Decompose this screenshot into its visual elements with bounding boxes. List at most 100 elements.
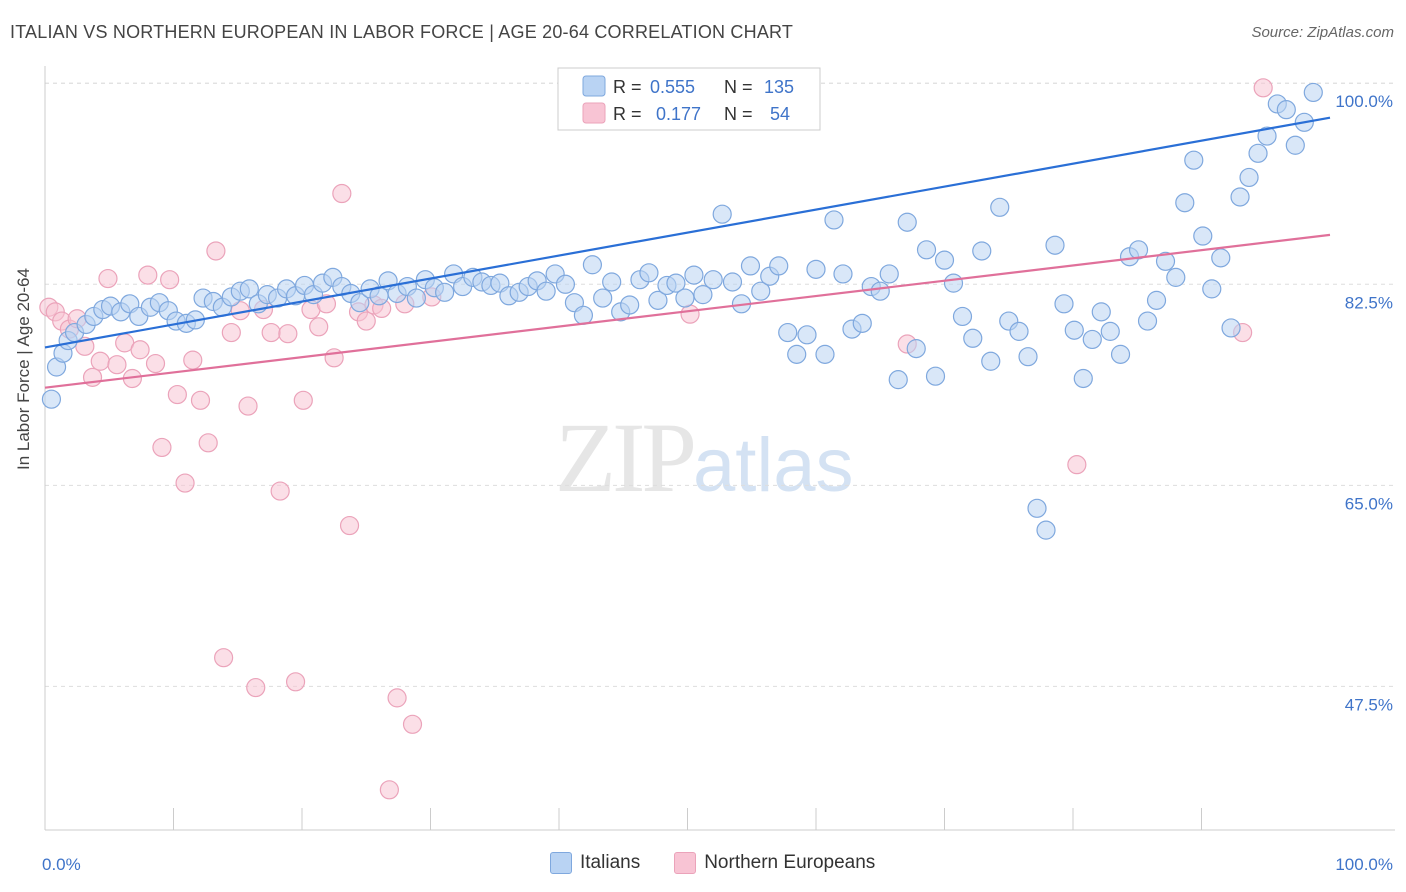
y-tick-label: 47.5% [1345, 695, 1393, 714]
grid-lines [45, 82, 1395, 687]
legend-r-label-2: R = [613, 104, 642, 124]
italians-point [639, 263, 659, 283]
italians-point [769, 256, 789, 276]
italians-point [972, 241, 992, 261]
northern-europeans-point [206, 241, 226, 261]
northern-europeans-point [90, 351, 110, 371]
legend-box: R = 0.555 N = 135 R = 0.177 N = 54 [557, 67, 821, 131]
italians-point [1009, 321, 1029, 341]
northern-europeans-point [680, 304, 700, 324]
northern-europeans-point [309, 317, 329, 337]
northern-europeans-trend-line [44, 233, 1331, 389]
italians-point [1054, 294, 1074, 314]
northern-legend-label: Northern Europeans [704, 852, 876, 873]
italians-point [1073, 368, 1093, 389]
italians-point [797, 325, 817, 345]
italians-point [943, 273, 964, 293]
source-credit: Source: ZipAtlas.com [1251, 24, 1394, 41]
italians-point [833, 264, 853, 284]
watermark: ZIPatlas [555, 400, 854, 515]
northern-europeans-point [214, 648, 234, 668]
italians-point [722, 272, 743, 292]
northern-europeans-points [39, 78, 1273, 800]
italians-point [1100, 321, 1120, 341]
italians-point [582, 255, 603, 275]
trend-lines [44, 116, 1331, 389]
italians-point [787, 344, 807, 364]
northern-europeans-point [270, 481, 290, 501]
italians-point [740, 256, 761, 276]
italians-point [1166, 267, 1186, 287]
italians-point [815, 344, 835, 364]
italians-point [981, 351, 1001, 371]
axes [44, 66, 1395, 831]
italians-legend-label: Italians [580, 852, 641, 873]
legend-r-label-1: R = [613, 77, 642, 97]
x-tick-label-min: 0.0% [42, 855, 81, 874]
northern-europeans-point [190, 390, 211, 410]
italians-point [1211, 248, 1231, 268]
y-tick-label: 100.0% [1335, 92, 1393, 111]
italians-point [879, 264, 899, 284]
italians-point [712, 204, 732, 224]
italians-point [1128, 240, 1149, 260]
watermark-zip: ZIP [555, 402, 697, 513]
northern-swatch [674, 852, 697, 874]
northern-europeans-point [145, 353, 166, 374]
italians-point [925, 366, 946, 386]
italians-point [1230, 187, 1250, 207]
italians-point [1082, 329, 1102, 350]
italians-point [41, 389, 62, 409]
italians-point [684, 265, 704, 285]
legend-swatch-northern [582, 102, 606, 124]
tick-labels: 47.5% 65.0% 82.5% 100.0% 0.0% 100.0% [42, 92, 1393, 874]
italians-point [897, 212, 917, 232]
northern-europeans-point [198, 433, 218, 453]
italians-point [1175, 193, 1195, 213]
italians-point [1091, 302, 1111, 322]
italians-point [1276, 100, 1296, 120]
italians-point [1027, 498, 1047, 518]
italians-point [1184, 150, 1204, 170]
italians-point [435, 282, 455, 302]
italians-point [675, 288, 695, 308]
bottom-legend-northern: Northern Europeans [674, 852, 875, 874]
italians-point [666, 273, 686, 293]
legend-n-label-1: N = [724, 77, 753, 97]
northern-europeans-point [107, 355, 127, 375]
italians-trend-line [44, 116, 1331, 349]
northern-europeans-point [221, 322, 241, 343]
northern-europeans-point [175, 473, 195, 493]
northern-europeans-point [402, 714, 423, 734]
northern-europeans-point [261, 322, 281, 343]
italians-point [406, 288, 426, 308]
northern-europeans-point [379, 780, 399, 800]
italians-point [824, 210, 844, 230]
legend-r-value-1: 0.555 [650, 77, 695, 97]
italians-point [990, 197, 1010, 217]
italians-point [1239, 167, 1259, 188]
northern-europeans-point [238, 396, 258, 416]
italians-point [906, 339, 926, 359]
italians-point [593, 288, 613, 308]
northern-europeans-point [98, 268, 118, 289]
italians-point [1110, 344, 1131, 364]
northern-europeans-point [278, 324, 298, 344]
italians-point [1285, 135, 1305, 155]
northern-europeans-point [356, 311, 376, 331]
italians-point [620, 295, 640, 315]
italians-point [648, 290, 668, 310]
northern-europeans-point [285, 672, 306, 692]
italians-point [934, 250, 955, 270]
italians-point [1221, 318, 1241, 338]
legend-swatch-italians [582, 75, 606, 97]
italians-point [916, 240, 937, 260]
northern-europeans-point [332, 183, 352, 204]
x-tick-label-max: 100.0% [1335, 855, 1393, 874]
italians-point [870, 281, 890, 301]
italians-point [1303, 82, 1323, 103]
italians-point [806, 259, 826, 279]
italians-point [852, 313, 872, 333]
italians-swatch [550, 852, 572, 874]
italians-point [555, 274, 576, 294]
